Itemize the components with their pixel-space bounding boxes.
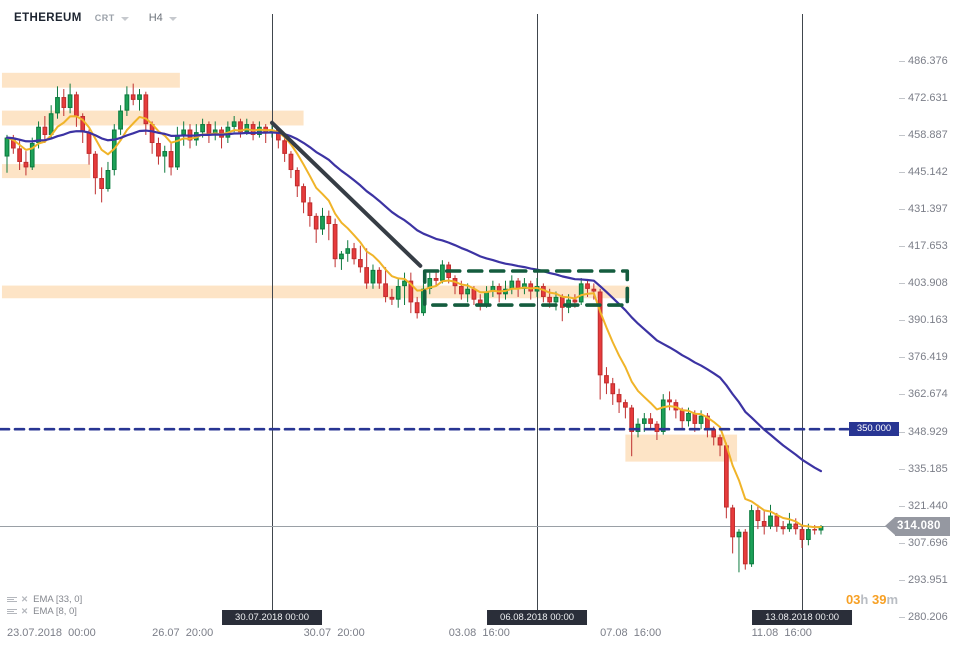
legend-row-ema-33: ✕ EMA [33, 0] xyxy=(7,593,82,605)
time-axis-label: 30.07 20:00 xyxy=(303,627,365,639)
chevron-down-icon xyxy=(120,17,129,21)
price-axis-label: 376.419 xyxy=(899,351,948,364)
price-axis-label: 362.674 xyxy=(899,388,948,401)
price-axis-label: 335.185 xyxy=(899,463,948,476)
session-date-box: 13.08.2018 00:00 xyxy=(752,610,853,625)
chart-header: ETHEREUM CRT H4 xyxy=(14,10,177,26)
countdown-hours: 03 xyxy=(845,592,861,607)
time-axis-label: 26.07 20:00 xyxy=(152,627,214,639)
price-axis-label: 472.631 xyxy=(899,92,948,105)
legend-close-icon[interactable]: ✕ xyxy=(21,606,29,616)
legend-settings-icon[interactable] xyxy=(7,596,17,603)
price-axis-label: 458.887 xyxy=(899,129,948,142)
legend-label: EMA [8, 0] xyxy=(33,605,77,617)
price-badge-arrow-icon xyxy=(885,516,895,535)
time-axis-label: 11.08 16:00 xyxy=(751,627,812,639)
price-axis-label: 445.142 xyxy=(899,166,948,179)
time-axis-label: 07.08 16:00 xyxy=(600,627,662,639)
countdown-minutes: 39 xyxy=(868,592,887,607)
price-axis-label: 307.696 xyxy=(899,537,948,550)
chevron-down-icon xyxy=(168,17,177,21)
price-axis-label: 417.653 xyxy=(899,240,948,253)
countdown-hours-unit: h xyxy=(860,592,869,607)
candle-countdown: 03h 39m xyxy=(836,592,898,607)
price-axis-label: 348.929 xyxy=(899,426,948,439)
price-axis-label: 293.951 xyxy=(899,574,948,587)
session-date-box: 06.08.2018 00:00 xyxy=(487,610,588,625)
legend-row-ema-8: ✕ EMA [8, 0] xyxy=(7,605,82,617)
alert-level-badge: 350.000 xyxy=(849,422,899,437)
exchange-selector[interactable]: CRT xyxy=(94,13,115,23)
legend-close-icon[interactable]: ✕ xyxy=(21,594,29,604)
timeframe-selector[interactable]: H4 xyxy=(148,12,163,24)
price-axis-label: 403.908 xyxy=(899,277,948,290)
time-axis-label: 23.07.2018 00:00 xyxy=(7,627,96,639)
countdown-minutes-unit: m xyxy=(886,592,898,607)
price-axis-label: 390.163 xyxy=(899,314,948,327)
price-axis-label: 321.440 xyxy=(899,500,948,513)
legend-settings-icon[interactable] xyxy=(7,608,17,615)
session-date-box: 30.07.2018 00:00 xyxy=(222,610,322,625)
price-axis-label: 486.376 xyxy=(899,55,948,68)
time-axis-label: 03.08 16:00 xyxy=(448,627,510,639)
price-axis-label: 280.206 xyxy=(899,611,948,624)
price-axis-label: 431.397 xyxy=(899,203,948,216)
current-price-badge: 314.080 xyxy=(885,516,950,536)
legend-label: EMA [33, 0] xyxy=(33,593,83,605)
symbol-button[interactable]: ETHEREUM xyxy=(14,12,82,24)
indicator-legend: ✕ EMA [33, 0] ✕ EMA [8, 0] xyxy=(7,593,82,617)
